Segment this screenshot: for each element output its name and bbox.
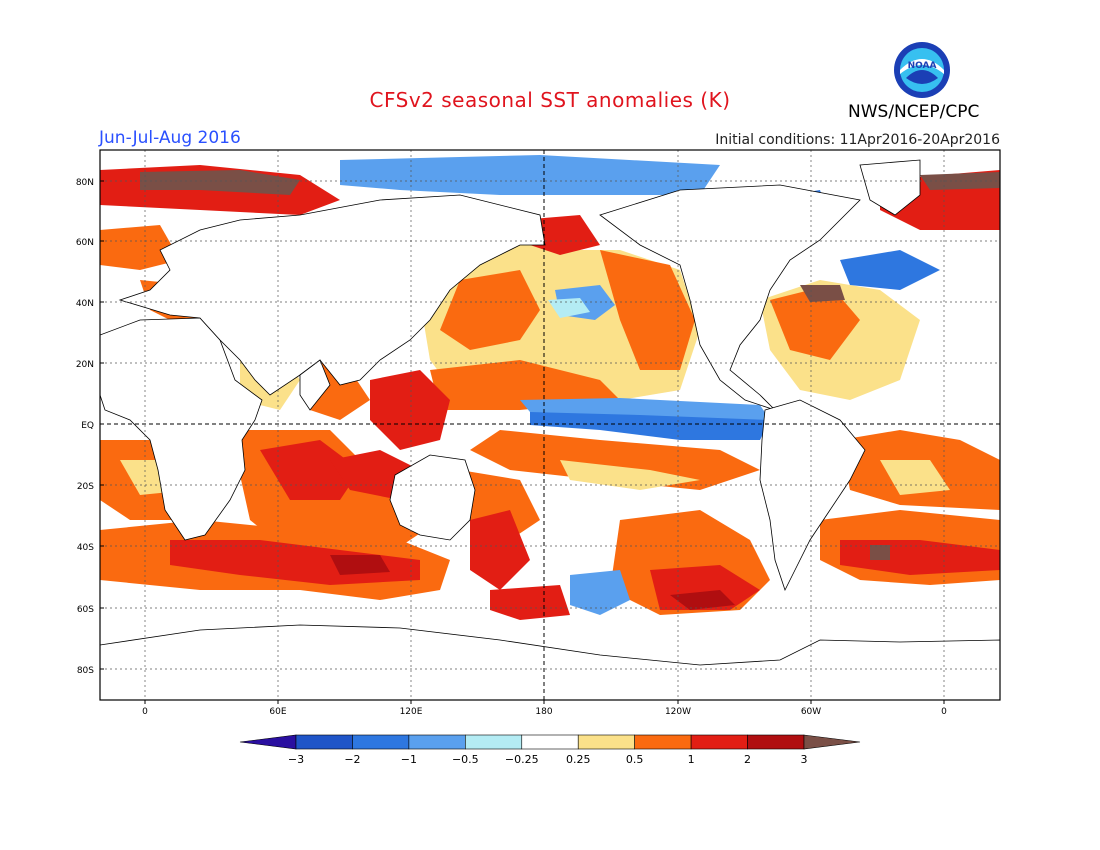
anomaly-patch <box>570 570 630 615</box>
anomaly-patch <box>880 460 950 495</box>
logo-text: NOAA <box>908 61 937 71</box>
anomaly-patch <box>490 585 570 620</box>
longitude-label: 0 <box>941 707 947 717</box>
anomaly-field <box>100 155 1000 620</box>
longitude-label: 120E <box>400 707 423 717</box>
continent-india <box>299 359 331 411</box>
map-title: CFSv2 seasonal SST anomalies (K) <box>369 88 731 112</box>
anomaly-patch <box>100 225 180 270</box>
continent-greenland <box>859 159 921 216</box>
anomaly-patch <box>440 270 540 350</box>
anomaly-patch <box>600 250 695 370</box>
latitude-label: 40S <box>77 543 94 553</box>
latitude-label: EQ <box>81 421 94 431</box>
longitude-label: 0 <box>142 707 148 717</box>
latitude-label: 80N <box>76 178 94 188</box>
anomaly-patch <box>870 545 890 560</box>
initial-conditions: Initial conditions: 11Apr2016-20Apr2016 <box>715 132 1000 148</box>
graticule <box>100 150 1000 700</box>
anomaly-patch <box>560 460 700 490</box>
agency-label: NWS/NCEP/CPC <box>848 102 980 122</box>
anomaly-patch <box>840 250 940 290</box>
longitude-label: 120W <box>665 707 691 717</box>
continents <box>100 159 1000 700</box>
longitude-label: 60E <box>269 707 286 717</box>
anomaly-patch <box>800 285 845 302</box>
anomaly-patch <box>548 298 590 318</box>
anomaly-patch <box>520 398 770 420</box>
anomaly-patch <box>140 170 300 195</box>
anomaly-patch <box>470 430 760 490</box>
noaa-logo-icon: NOAA <box>894 42 950 98</box>
anomaly-patch <box>340 155 720 195</box>
latitude-label: 40N <box>76 299 94 309</box>
latitude-label: 20S <box>77 482 94 492</box>
latitude-label: 60S <box>77 605 94 615</box>
anomaly-patch <box>470 510 530 590</box>
map-frame <box>99 149 1001 701</box>
longitude-labels: 0 60E 120E 180 120W 60W 0 <box>142 700 947 717</box>
longitude-label: 60W <box>801 707 821 717</box>
latitude-label: 20N <box>76 360 94 370</box>
continent-antarctica <box>100 624 1000 700</box>
latitude-label: 60N <box>76 238 94 248</box>
longitude-label: 180 <box>535 707 552 717</box>
forecast-period: Jun-Jul-Aug 2016 <box>99 128 241 148</box>
latitude-labels: 80N 60N 40N 20N EQ 20S 40S 60S 80S <box>76 178 104 676</box>
continent-eurasia <box>118 194 546 396</box>
anomaly-patch <box>370 370 450 450</box>
anomaly-patch <box>670 590 735 610</box>
anomaly-patch <box>430 360 620 410</box>
latitude-label: 80S <box>77 666 94 676</box>
anomaly-patch <box>770 285 860 360</box>
continent-south-america <box>759 399 866 592</box>
anomaly-patch <box>330 555 390 575</box>
